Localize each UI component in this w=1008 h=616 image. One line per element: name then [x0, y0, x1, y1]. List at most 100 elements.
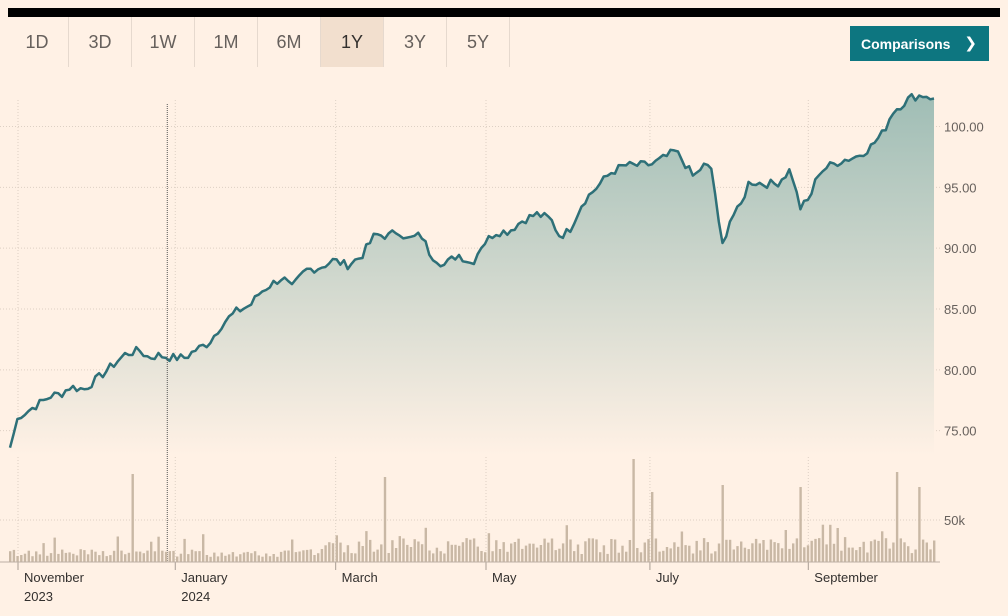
volume-bar: [365, 531, 368, 562]
tab-5y[interactable]: 5Y: [447, 17, 510, 67]
volume-bar: [283, 550, 286, 562]
tab-1w[interactable]: 1W: [132, 17, 195, 67]
volume-bar: [484, 552, 487, 562]
volume-bar: [554, 550, 557, 562]
volume-bar: [925, 542, 928, 562]
volume-bar: [625, 551, 628, 562]
volume-bar: [669, 548, 672, 562]
volume-bar: [61, 549, 64, 562]
volume-bar: [706, 542, 709, 562]
tab-1d[interactable]: 1D: [6, 17, 69, 67]
volume-bar: [869, 541, 873, 562]
volume-bar: [469, 539, 472, 562]
volume-bar: [498, 549, 502, 562]
volume-bar: [439, 551, 442, 562]
volume-bar: [732, 549, 735, 562]
volume-bar: [658, 551, 661, 562]
volume-bar: [20, 555, 23, 562]
volume-bar: [550, 538, 554, 562]
volume-bar: [16, 556, 19, 562]
volume-bar: [46, 555, 49, 562]
y-axis: 75.00 80.00 85.00 90.00 95.00 100.00 50k: [944, 120, 984, 529]
volume-bar: [840, 550, 843, 562]
tab-1y[interactable]: 1Y: [321, 17, 384, 67]
volume-bar: [766, 549, 769, 562]
volume-bar: [569, 539, 572, 562]
volume-bar: [606, 553, 609, 562]
volume-bar: [443, 553, 446, 562]
volume-bar: [918, 487, 921, 562]
volume-bar: [394, 548, 398, 562]
volume-bar: [784, 530, 787, 562]
volume-bar: [884, 538, 888, 562]
volume-bar: [265, 553, 268, 562]
volume-bar: [665, 547, 669, 562]
volume-bar: [547, 542, 550, 562]
volume-bar: [847, 547, 851, 562]
volume-bar: [35, 551, 38, 562]
volume-bar: [253, 551, 257, 562]
price-line: [8, 92, 935, 449]
volume-bar: [721, 485, 724, 562]
volume-bar: [907, 546, 910, 562]
volume-bar: [86, 554, 90, 562]
volume-bar: [146, 550, 149, 562]
volume-bar: [432, 553, 435, 562]
volume-bar: [613, 539, 617, 562]
volume-bar: [335, 535, 338, 562]
volume-bar: [829, 524, 832, 562]
volume-bar: [324, 545, 327, 562]
y-tick-label: 100.00: [944, 120, 984, 135]
volume-bar: [242, 552, 246, 562]
volume-bar: [595, 539, 598, 562]
volume-bar: [42, 543, 45, 562]
volume-bar: [495, 540, 498, 562]
volume-bar: [587, 538, 591, 562]
volume-bar: [350, 553, 353, 562]
tab-1m[interactable]: 1M: [195, 17, 258, 67]
volume-bar: [814, 538, 817, 562]
tab-3y[interactable]: 3Y: [384, 17, 447, 67]
volume-bar: [261, 556, 264, 562]
volume-bar: [417, 541, 420, 562]
volume-bar: [383, 477, 387, 562]
volume-bar: [124, 554, 127, 562]
volume-bar: [9, 551, 12, 562]
volume-bar: [654, 538, 658, 562]
x-tick-month: March: [342, 570, 378, 585]
volume-bar: [506, 551, 509, 562]
volume-bar: [580, 554, 583, 562]
volume-bar: [921, 539, 925, 562]
volume-bar: [502, 542, 505, 562]
volume-bar: [558, 548, 561, 562]
volume-bar: [610, 539, 613, 562]
volume-bar: [888, 548, 891, 562]
volume-bar: [513, 542, 517, 562]
tab-6m[interactable]: 6M: [258, 17, 321, 67]
volume-bar: [227, 554, 231, 562]
volume-bar: [832, 543, 836, 562]
volume-bar: [31, 556, 34, 562]
volume-bar: [68, 552, 71, 562]
volume-bar: [272, 554, 275, 562]
comparisons-button[interactable]: Comparisons ❯: [850, 26, 989, 61]
volume-bar: [862, 541, 865, 562]
volume-bar: [246, 551, 249, 562]
volume-bar: [209, 556, 212, 562]
volume-bar: [573, 551, 576, 562]
volume-bar: [23, 553, 27, 562]
volume-bar: [354, 553, 357, 562]
tab-3d[interactable]: 3D: [69, 17, 132, 67]
volume-bar: [773, 542, 776, 562]
volume-bar: [446, 541, 450, 562]
volume-bar: [409, 547, 413, 562]
volume-bar: [239, 554, 242, 562]
volume-bar: [98, 555, 101, 562]
volume-bar: [257, 555, 260, 562]
volume-bar: [792, 543, 795, 562]
volume-bar: [291, 539, 294, 562]
volume-bar: [929, 549, 932, 562]
volume-bar: [276, 556, 279, 562]
volume-bar: [64, 552, 68, 562]
volume-bar: [858, 547, 862, 562]
